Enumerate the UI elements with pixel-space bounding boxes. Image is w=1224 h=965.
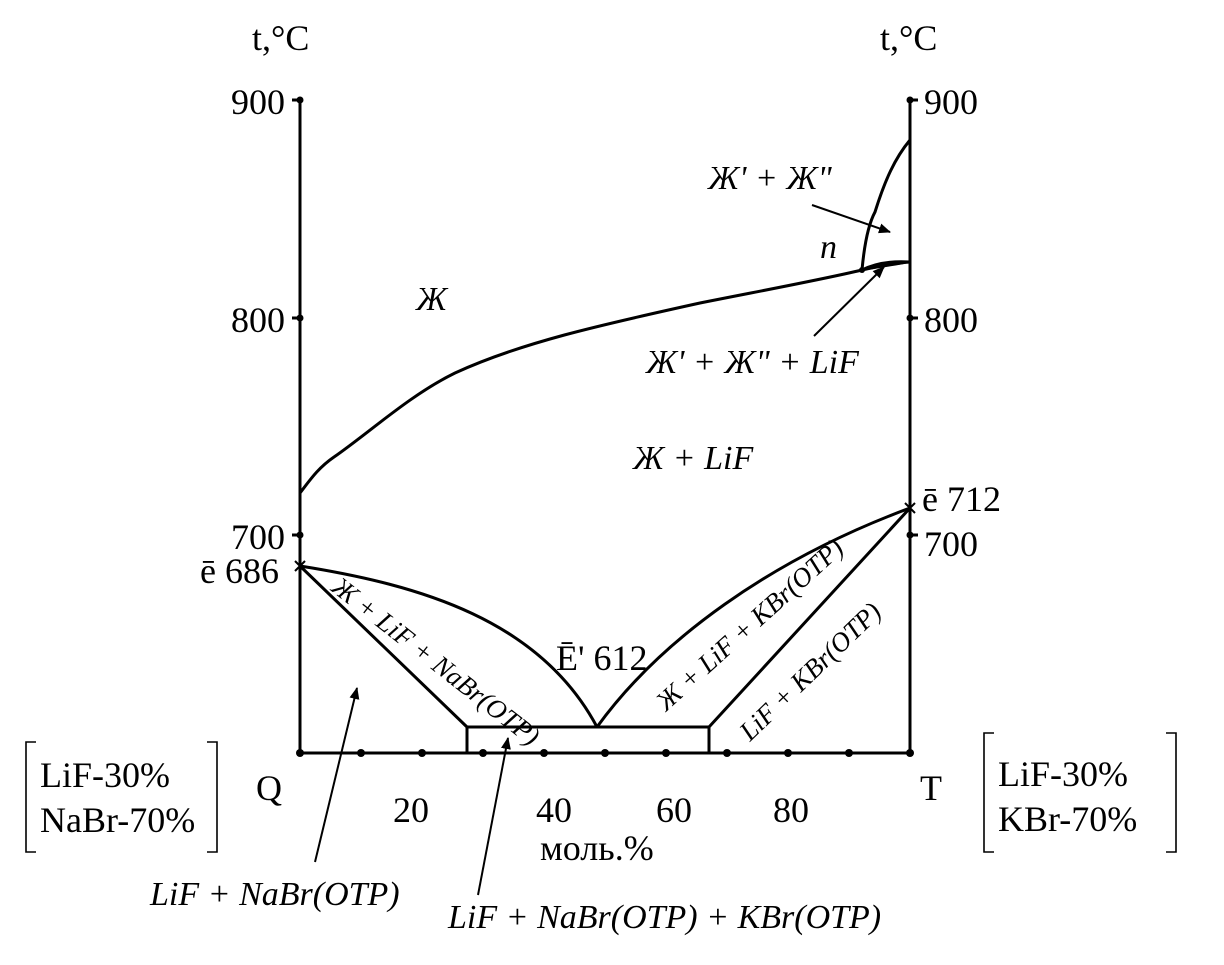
y-tick-800-left: 800 xyxy=(231,300,285,340)
left-composition-bracket-close xyxy=(207,741,218,853)
monotectic-lens xyxy=(861,260,911,272)
arrow-two-liquids xyxy=(811,204,891,234)
region-liquid-lif: Ж + LiF xyxy=(632,440,754,477)
monotectic-label: n xyxy=(820,229,837,266)
left-composition-bracket-open xyxy=(25,741,36,853)
right-composition-line2: KBr-70% xyxy=(998,799,1137,839)
left-composition-line1: LiF-30% xyxy=(40,755,170,795)
region-lif-nabr: LiF + NaBr(OTP) xyxy=(149,876,400,913)
ternary-eutectic-box xyxy=(465,725,711,753)
region-liquid: Ж xyxy=(415,281,449,318)
region-two-liquids-lif: Ж' + Ж" + LiF xyxy=(645,344,860,381)
left-tick-dots xyxy=(296,96,304,539)
region-liq-lif-kbr: Ж + LiF + KBr(OTP) xyxy=(649,533,849,717)
ternary-eutectic-label: Ē' 612 xyxy=(556,638,647,678)
y-tick-900-left: 900 xyxy=(231,82,285,122)
right-eutectic-valley xyxy=(595,506,911,728)
y-axis-label-right: t,°C xyxy=(880,18,937,58)
miscibility-gap-curve xyxy=(860,139,912,271)
right-composition-bracket-close xyxy=(1166,732,1177,853)
right-eutectic-label: ē 712 xyxy=(922,479,1001,519)
y-axis-label-left: t,°C xyxy=(252,18,309,58)
left-solidus-line xyxy=(298,564,469,729)
x-tick-60: 60 xyxy=(656,790,692,830)
right-solidus-line xyxy=(707,506,912,729)
region-two-liquids: Ж' + Ж" xyxy=(707,160,833,197)
bottom-tick-marks xyxy=(296,749,914,757)
right-tick-dots xyxy=(906,96,914,539)
liquidus-curve xyxy=(298,260,911,494)
y-tick-900-right: 900 xyxy=(924,82,978,122)
y-tick-700-right: 700 xyxy=(924,524,978,564)
monotectic-point xyxy=(859,267,865,273)
right-vertex-label: T xyxy=(920,768,942,808)
arrow-lif-nabr-kbr xyxy=(477,737,511,896)
left-vertex-label: Q xyxy=(256,768,282,808)
arrow-two-liquids-lif xyxy=(813,266,885,337)
monotectic-lens-lower xyxy=(861,261,911,271)
x-axis-label: моль.% xyxy=(540,828,654,868)
right-eutectic-marker xyxy=(904,502,916,514)
left-eutectic-marker xyxy=(294,560,306,572)
region-lif-nabr-kbr: LiF + NaBr(OTP) + KBr(OTP) xyxy=(447,899,881,936)
left-composition-line2: NaBr-70% xyxy=(40,800,195,840)
y-tick-700-left: 700 xyxy=(231,517,285,557)
left-eutectic-label: ē 686 xyxy=(200,551,279,591)
x-tick-40: 40 xyxy=(536,790,572,830)
x-tick-80: 80 xyxy=(773,790,809,830)
left-eutectic-valley xyxy=(299,564,599,728)
y-tick-800-right: 800 xyxy=(924,300,978,340)
right-composition-bracket-open xyxy=(983,732,994,853)
right-composition-line1: LiF-30% xyxy=(998,754,1128,794)
arrow-lif-nabr xyxy=(314,687,360,863)
x-tick-20: 20 xyxy=(393,790,429,830)
